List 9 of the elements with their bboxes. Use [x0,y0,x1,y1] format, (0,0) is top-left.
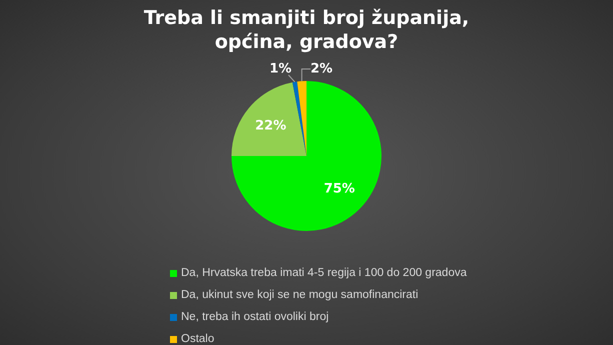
legend-label: Ne, treba ih ostati ovoliki broj [181,311,329,323]
legend-label: Da, ukinut sve koji se ne mogu samofinancirati [181,289,418,301]
legend-label: Da, Hrvatska treba imati 4-5 regija i 100 do 200 gradova [181,267,467,279]
data-label: 1% [269,61,292,76]
data-label: 2% [310,61,333,76]
legend-label: Ostalo [181,333,214,345]
data-label: 75% [324,181,355,196]
data-label: 22% [255,118,286,134]
chart-title: Treba li smanjiti broj županija, općina, gradova? [142,6,470,54]
